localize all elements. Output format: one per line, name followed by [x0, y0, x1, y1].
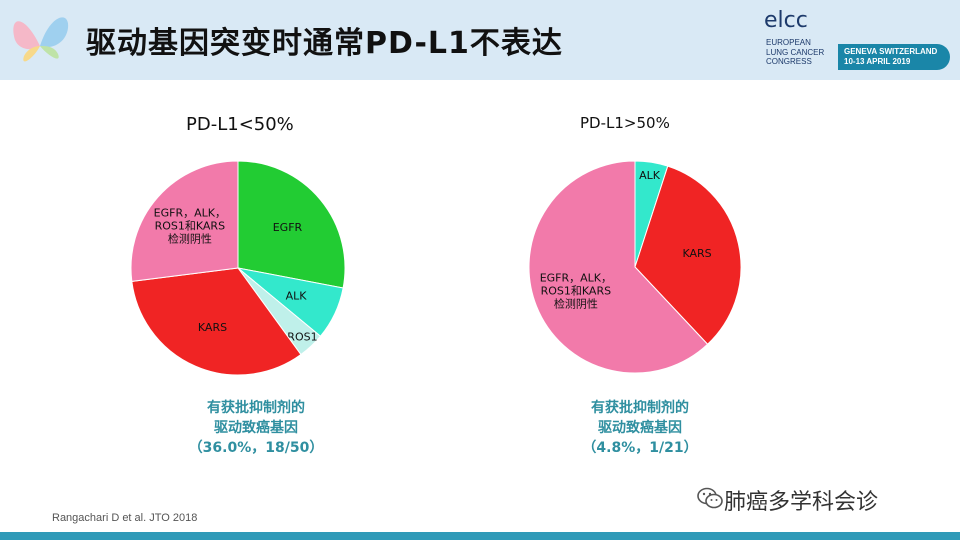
- butterfly-logo-icon: [13, 17, 69, 62]
- slide-header: 驱动基因突变时通常PD-L1不表达 elcc EUROPEAN LUNG CAN…: [0, 0, 960, 80]
- conference-logo-line: LUNG CANCER: [766, 47, 825, 57]
- conference-logo-lines: EUROPEAN LUNG CANCER CONGRESS: [766, 38, 824, 67]
- slide-title: 驱动基因突变时通常PD-L1不表达: [86, 26, 563, 61]
- wechat-icon: [697, 487, 723, 509]
- conference-dates: 10-13 APRIL 2019: [844, 57, 911, 66]
- conference-logo-line: CONGRESS: [766, 57, 812, 66]
- pie-chart-left: EGFR ALK ROS1 KARS EGFR，ALK， ROS1和KARS 检测阴性: [130, 160, 346, 376]
- pie-slice: [634, 165, 742, 345]
- caption-line: 有获批抑制剂的: [591, 400, 689, 416]
- watermark-text: 肺癌多学科会诊: [724, 490, 879, 515]
- conference-location: GENEVA SWITZERLAND: [844, 47, 938, 56]
- chart-title-right: PD-L1>50%: [580, 114, 670, 132]
- pie-slice-label: KARS: [198, 321, 227, 334]
- caption-line: （4.8%，1/21）: [582, 440, 698, 456]
- pie-slice-label: KARS: [682, 247, 711, 260]
- pie-chart-right: ALK KARS EGFR，ALK， ROS1和KARS 检测阴性: [528, 160, 742, 374]
- chart-title-left: PD-L1<50%: [186, 114, 294, 135]
- conference-badge: GENEVA SWITZERLAND 10-13 APRIL 2019: [838, 44, 950, 70]
- citation: Rangachari D et al. JTO 2018: [52, 512, 198, 524]
- pie-slice-label: ROS1: [287, 331, 317, 344]
- caption-left: 有获批抑制剂的 驱动致癌基因 （36.0%，18/50）: [136, 398, 376, 458]
- caption-line: 驱动致癌基因: [598, 420, 682, 436]
- conference-logo: elcc EUROPEAN LUNG CANCER CONGRESS GENEV…: [758, 8, 950, 76]
- pie-slice: [130, 160, 239, 282]
- bottom-bar: [0, 532, 960, 540]
- caption-line: （36.0%，18/50）: [188, 440, 324, 456]
- pie-slice-label: EGFR，ALK， ROS1和KARS 检测阴性: [154, 207, 226, 246]
- pie-slice: [131, 267, 302, 376]
- pie-slice-label: ALK: [286, 289, 308, 302]
- pie-slice: [528, 160, 709, 374]
- conference-logo-word: elcc: [764, 8, 808, 33]
- pie-slice-label: ALK: [639, 169, 661, 182]
- caption-line: 驱动致癌基因: [214, 420, 298, 436]
- pie-slice: [237, 160, 346, 289]
- pie-slice-label: EGFR: [273, 221, 303, 234]
- conference-logo-line: EUROPEAN: [766, 38, 811, 47]
- caption-line: 有获批抑制剂的: [207, 400, 305, 416]
- pie-slice-label: EGFR，ALK， ROS1和KARS 检测阴性: [540, 271, 612, 310]
- caption-right: 有获批抑制剂的 驱动致癌基因 （4.8%，1/21）: [520, 398, 760, 458]
